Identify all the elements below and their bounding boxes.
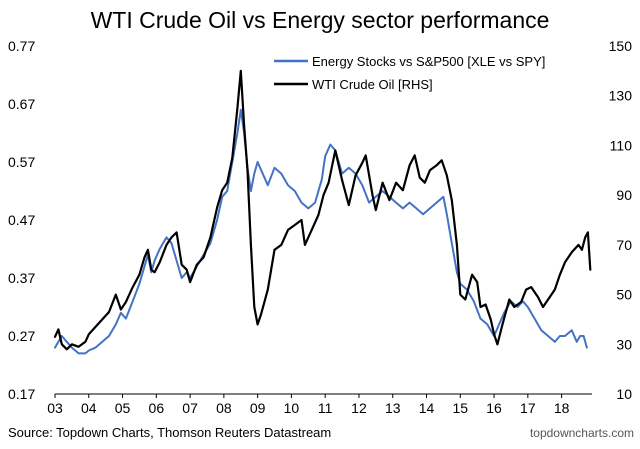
chart-title: WTI Crude Oil vs Energy sector performan…	[91, 7, 550, 33]
left-tick-label: 0.47	[8, 212, 35, 228]
x-tick-label: 08	[216, 400, 232, 416]
left-axis: 0.17 0.27 0.37 0.47 0.57 0.67 0.77	[8, 38, 35, 402]
left-tick-label: 0.37	[8, 270, 35, 286]
left-tick-label: 0.57	[8, 154, 35, 170]
right-tick-label: 30	[616, 336, 632, 352]
legend-label-energy: Energy Stocks vs S&P500 [XLE vs SPY]	[312, 54, 545, 69]
watermark: topdowncharts.com	[530, 426, 634, 440]
source-note: Source: Topdown Charts, Thomson Reuters …	[8, 425, 331, 440]
x-tick-label: 03	[47, 400, 63, 416]
right-tick-label: 50	[616, 287, 632, 303]
x-tick-label: 17	[520, 400, 536, 416]
left-tick-label: 0.67	[8, 96, 35, 112]
right-tick-label: 10	[616, 386, 632, 402]
x-tick-label: 11	[318, 400, 333, 416]
x-tick-label: 12	[351, 400, 367, 416]
x-tick-label: 16	[486, 400, 502, 416]
x-tick-label: 09	[250, 400, 266, 416]
left-tick-label: 0.17	[8, 386, 35, 402]
x-tick-label: 07	[182, 400, 198, 416]
x-tick-label: 15	[452, 400, 468, 416]
left-tick-label: 0.27	[8, 328, 35, 344]
x-tick-label: 18	[554, 400, 570, 416]
series-line-energy-stocks	[54, 108, 588, 355]
right-axis: 10 30 50 70 90 110 130 150	[609, 38, 633, 402]
x-tick-label: 05	[115, 400, 131, 416]
right-tick-label: 130	[609, 88, 633, 104]
left-tick-label: 0.77	[8, 38, 35, 54]
series-layer	[53, 69, 592, 355]
legend: Energy Stocks vs S&P500 [XLE vs SPY] WTI…	[274, 54, 545, 92]
x-tick-label: 06	[149, 400, 165, 416]
right-tick-label: 150	[609, 38, 633, 54]
x-tick-label: 10	[284, 400, 300, 416]
right-tick-label: 90	[616, 187, 632, 203]
x-axis: 03 04 05 06 07 08 09 10 11 12 13 14 15 16 17 18	[47, 393, 592, 416]
x-tick-label: 13	[385, 400, 401, 416]
x-axis-ticks: 03 04 05 06 07 08 09 10 11 12 13 14 15 16 17 18	[47, 394, 570, 416]
legend-label-wti: WTI Crude Oil [RHS]	[312, 77, 433, 92]
x-tick-label: 14	[419, 400, 435, 416]
x-tick-label: 04	[81, 400, 97, 416]
series-line-wti-crude	[53, 69, 592, 351]
right-tick-label: 70	[616, 237, 632, 253]
right-tick-label: 110	[610, 137, 633, 153]
